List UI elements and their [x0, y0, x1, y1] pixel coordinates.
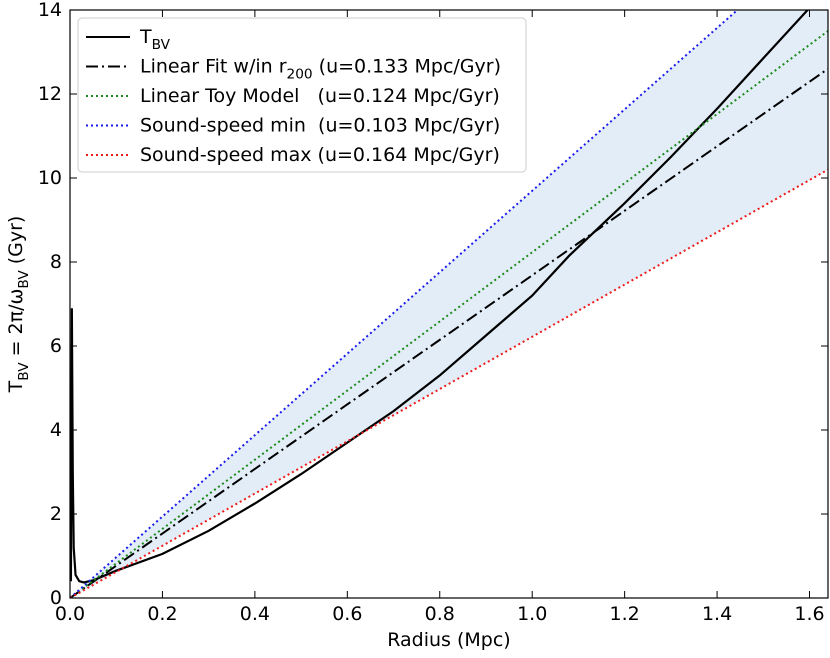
text-part: BV [16, 362, 32, 381]
y-axis-label: TBV = 2π/ωBV (Gyr) [5, 216, 33, 394]
text-part: BV [152, 37, 171, 53]
text-part: 14 [38, 0, 62, 21]
legend-label: Sound-speed max (u=0.164 Mpc/Gyr) [140, 144, 500, 166]
text-part: 0.6 [332, 603, 362, 625]
text-part: (u=0.133 Mpc/Gyr) [313, 55, 501, 77]
text-part: 1.6 [794, 603, 824, 625]
text-part: Radius (Mpc) [387, 629, 510, 651]
text-part: 2 [50, 503, 62, 525]
legend-label: Linear Toy Model (u=0.124 Mpc/Gyr) [140, 85, 500, 107]
y-tick-label: 6 [50, 335, 62, 357]
x-tick-label: 1.0 [517, 603, 547, 625]
axes-frame [69, 9, 829, 599]
x-tick-label: 1.6 [794, 603, 824, 625]
line-series [70, 168, 828, 598]
text-part: 0.2 [147, 603, 177, 625]
legend-label: Sound-speed min (u=0.103 Mpc/Gyr) [140, 114, 500, 136]
shaded-band [70, 10, 828, 598]
text-part: 1.4 [702, 603, 732, 625]
text-part: T [5, 380, 27, 393]
line-series [70, 10, 739, 598]
text-part: BV [16, 270, 32, 289]
text-part: 1.0 [517, 603, 547, 625]
plot-area [70, 10, 828, 598]
x-tick-label: 1.2 [610, 603, 640, 625]
text-part: 8 [50, 251, 62, 273]
text-part: 12 [38, 83, 62, 105]
text-part: Sound-speed min (u=0.103 Mpc/Gyr) [140, 114, 500, 136]
y-tick-label: 8 [50, 251, 62, 273]
y-tick-label: 12 [38, 83, 62, 105]
x-tick-label: 0.4 [240, 603, 270, 625]
text-part: = 2π/ω [5, 289, 27, 363]
text-part: 0.4 [240, 603, 270, 625]
y-tick-label: 2 [50, 503, 62, 525]
text-part: (Gyr) [5, 216, 27, 271]
x-axis-label: Radius (Mpc) [387, 629, 510, 651]
y-tick-label: 14 [38, 0, 62, 21]
line-series [70, 10, 810, 584]
text-part: 6 [50, 335, 62, 357]
text-part: 1.2 [610, 603, 640, 625]
x-tick-label: 1.4 [702, 603, 732, 625]
text-part: T [139, 26, 152, 48]
text-part: Linear Fit w/in r [140, 55, 287, 77]
x-tick-label: 0.2 [147, 603, 177, 625]
text-part: 10 [38, 167, 62, 189]
y-tick-label: 10 [38, 167, 62, 189]
text-part: Sound-speed max (u=0.164 Mpc/Gyr) [140, 144, 500, 166]
text-part: Linear Toy Model (u=0.124 Mpc/Gyr) [140, 85, 500, 107]
text-part: 0.8 [425, 603, 455, 625]
legend-label: Linear Fit w/in r200 (u=0.133 Mpc/Gyr) [140, 55, 501, 83]
y-tick-label: 4 [50, 419, 62, 441]
line-series [70, 67, 828, 598]
legend-label: TBV [139, 26, 171, 54]
x-tick-label: 0.6 [332, 603, 362, 625]
y-tick-label: 0 [50, 587, 62, 609]
text-part: 4 [50, 419, 62, 441]
text-part: 0.0 [55, 603, 85, 625]
x-tick-label: 0.0 [55, 603, 85, 625]
text-part: 0 [50, 587, 62, 609]
legend-box [77, 17, 527, 173]
text-part: 200 [287, 67, 313, 83]
x-tick-label: 0.8 [425, 603, 455, 625]
